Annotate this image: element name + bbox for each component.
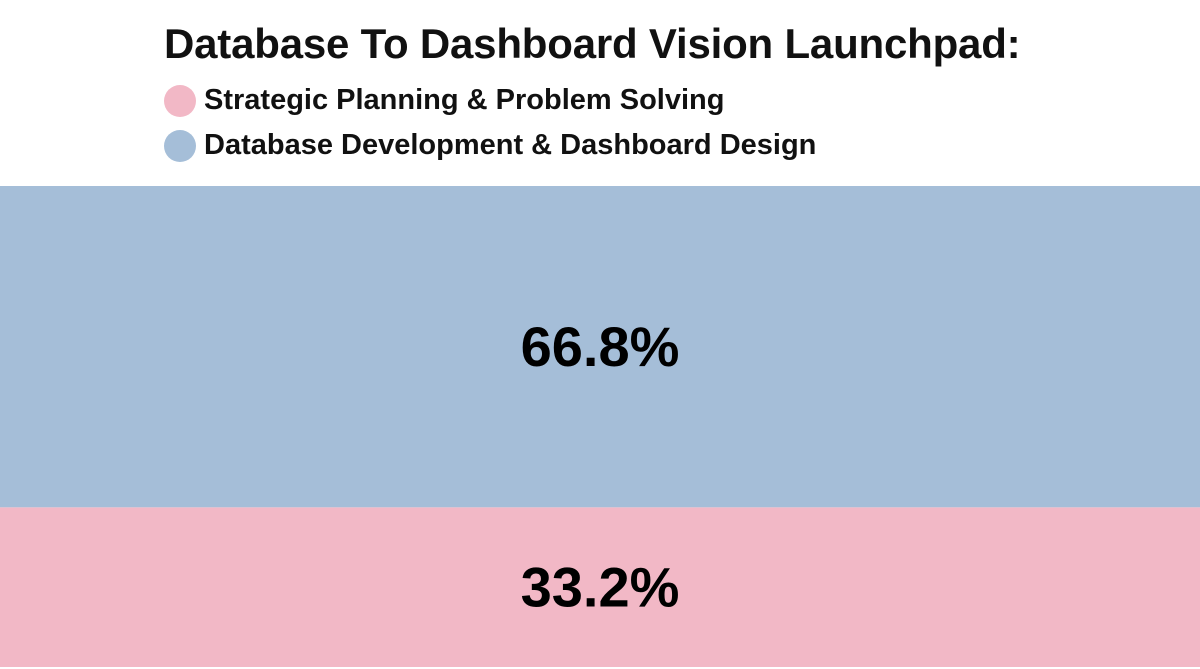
- legend: Strategic Planning & Problem Solving Dat…: [164, 78, 1020, 168]
- data-label-strategic-planning: 33.2%: [521, 556, 680, 619]
- stacked-bar-chart: 33.2% 66.8%: [0, 186, 1200, 667]
- bar-segment-strategic-planning: [0, 507, 1200, 667]
- chart-title: Database To Dashboard Vision Launchpad:: [164, 20, 1021, 67]
- legend-item-strategic-planning: Strategic Planning & Problem Solving: [164, 78, 1020, 123]
- bar-segment-database-development: [0, 186, 1200, 508]
- legend-swatch-strategic-planning: [164, 84, 196, 117]
- legend-label-database-development: Database Development & Dashboard Design: [204, 129, 817, 161]
- chart-plot-area: 33.2% 66.8%: [0, 186, 1200, 667]
- data-label-database-development: 66.8%: [521, 315, 680, 378]
- legend-swatch-database-development: [164, 129, 196, 162]
- chart-header: Database To Dashboard Vision Launchpad: …: [164, 18, 1021, 168]
- legend-item-database-development: Database Development & Dashboard Design: [164, 123, 1020, 168]
- legend-label-strategic-planning: Strategic Planning & Problem Solving: [204, 84, 725, 116]
